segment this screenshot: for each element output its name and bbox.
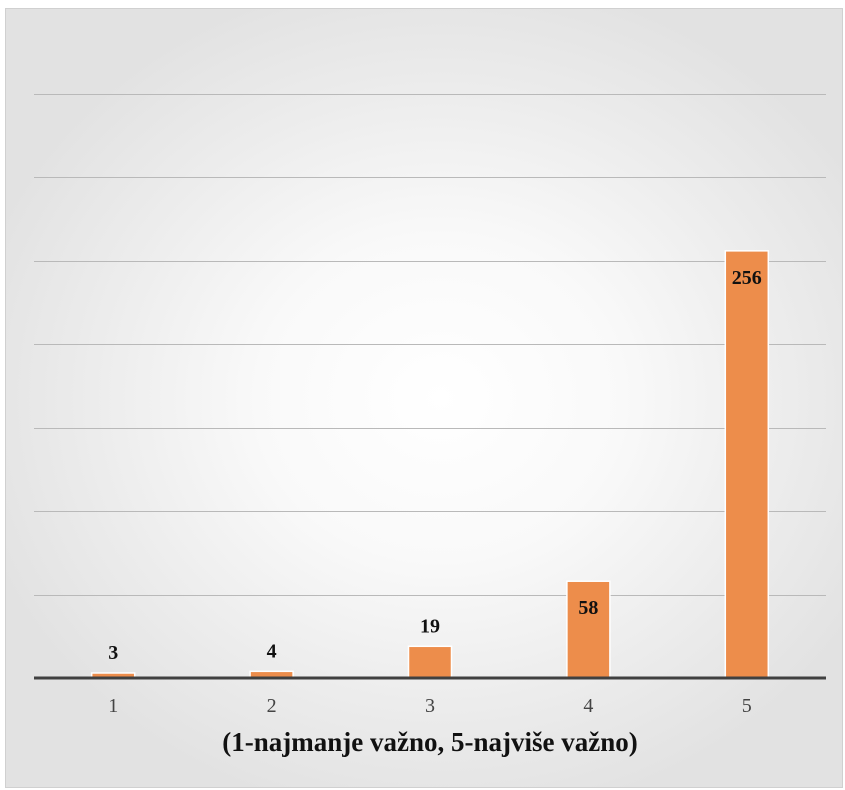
- x-tick-label: 4: [583, 695, 593, 717]
- bar-3: [407, 645, 453, 679]
- bar-5: [724, 250, 770, 679]
- data-label: 3: [108, 642, 118, 664]
- bar-4: [566, 580, 611, 679]
- x-tick-label: 1: [108, 695, 118, 717]
- x-tick-label: 5: [742, 695, 752, 717]
- data-label: 58: [578, 597, 598, 619]
- data-label: 4: [267, 640, 277, 662]
- data-label: 19: [420, 615, 440, 637]
- x-tick-labels: 1 2 3 4 5: [108, 695, 752, 717]
- data-label: 256: [732, 267, 762, 289]
- gridlines: [34, 94, 826, 596]
- data-labels: 3 4 19 58 256: [108, 267, 762, 664]
- x-tick-label: 2: [267, 695, 277, 717]
- bar-chart: 1 2 3 4 5 3 4 19 58 256 (1-najmanje važno, 5-naj…: [34, 94, 826, 757]
- x-tick-label: 3: [425, 695, 435, 717]
- chart-area: 1 2 3 4 5 3 4 19 58 256 (1-najmanje važno, 5-naj…: [5, 8, 843, 788]
- bars: [90, 250, 770, 679]
- x-axis-title: (1-najmanje važno, 5-najviše važno): [222, 727, 637, 757]
